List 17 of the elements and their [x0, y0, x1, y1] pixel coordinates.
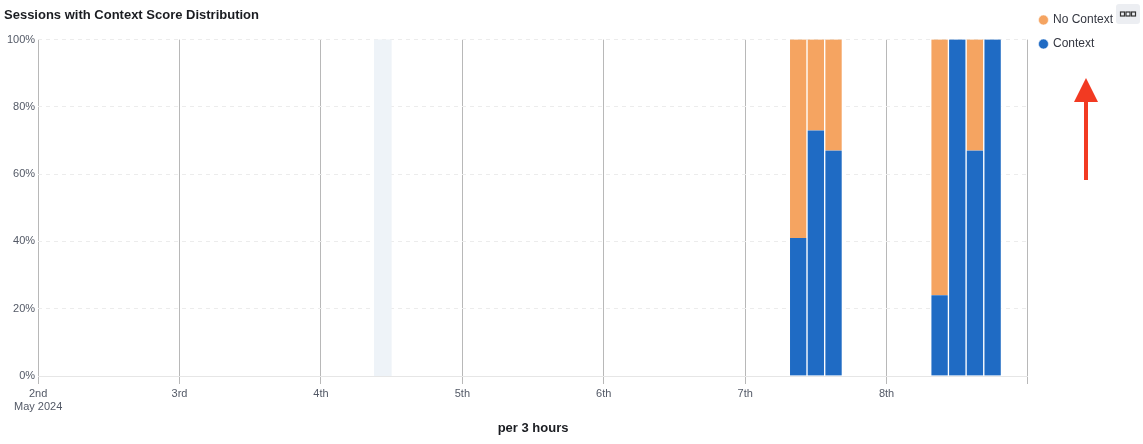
- x-tick-label: 2nd May 2024: [13, 386, 63, 412]
- legend-label: No Context: [1052, 12, 1114, 27]
- x-tick-label: 3rd: [171, 386, 188, 399]
- y-tick-label: 0%: [19, 369, 36, 382]
- y-tick-label: 60%: [13, 167, 36, 180]
- chart-title: Sessions with Context Score Distribution: [4, 7, 260, 23]
- x-tick-label: 8th: [878, 386, 895, 399]
- legend-label: Context: [1052, 36, 1095, 51]
- x-tick-label: 6th: [596, 386, 612, 399]
- y-tick-label: 40%: [13, 234, 36, 247]
- y-tick-label: 20%: [13, 301, 36, 314]
- y-tick-label: 80%: [13, 99, 36, 112]
- x-tick-label: 7th: [737, 386, 753, 399]
- x-tick-label: 5th: [454, 386, 470, 399]
- x-axis-title: per 3 hours: [497, 419, 569, 435]
- y-tick-label: 100%: [6, 32, 36, 45]
- x-tick-label: 4th: [313, 386, 329, 399]
